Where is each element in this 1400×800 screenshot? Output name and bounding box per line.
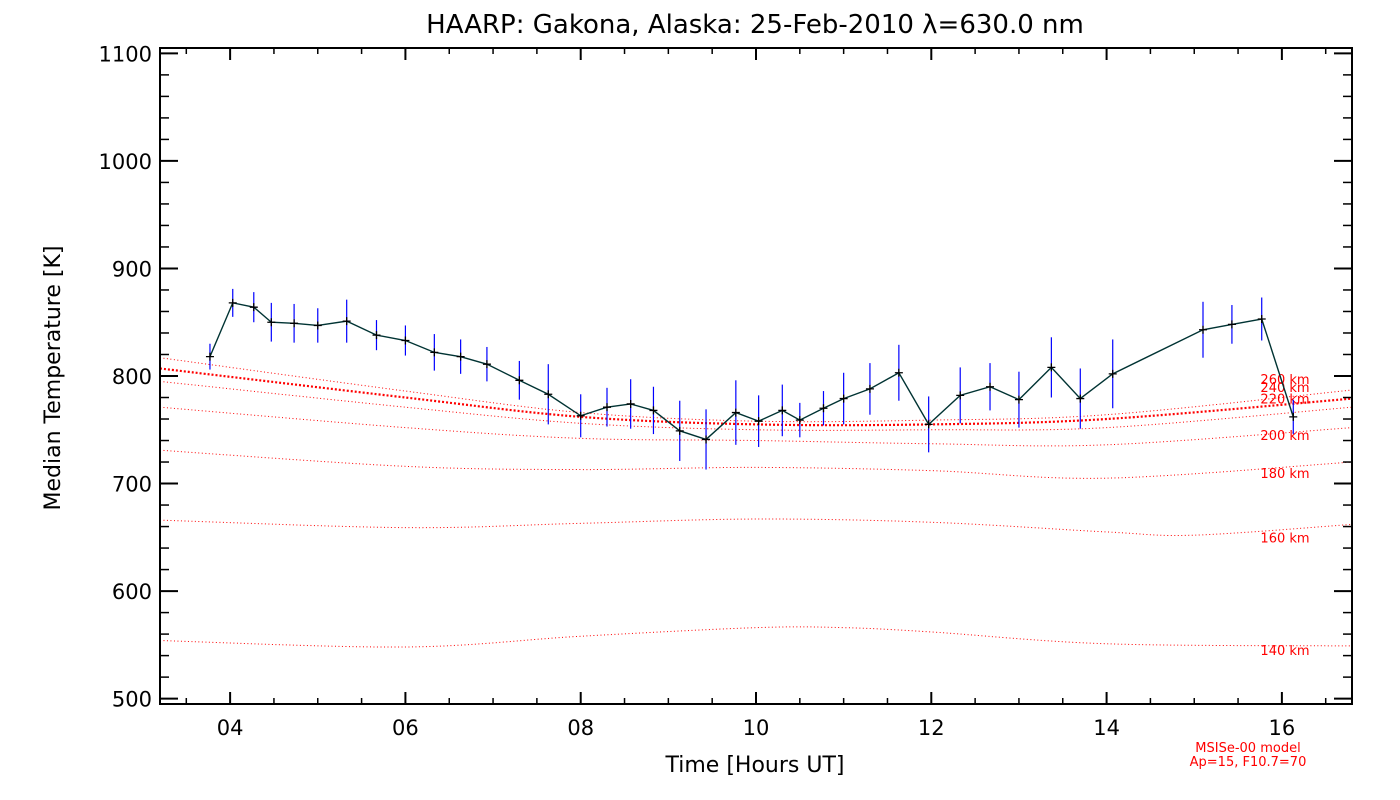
data-point xyxy=(456,352,465,361)
model-label-160-km: 160 km xyxy=(1260,531,1309,546)
data-point xyxy=(313,321,322,330)
data-point xyxy=(515,376,524,385)
data-point xyxy=(819,404,828,413)
data-point xyxy=(372,331,381,340)
model-label-260-km: 260 km xyxy=(1260,373,1309,388)
data-point xyxy=(778,406,787,415)
x-tick-label: 06 xyxy=(392,716,419,740)
data-point xyxy=(249,303,258,312)
data-point xyxy=(430,348,439,357)
x-tick-label: 16 xyxy=(1269,716,1296,740)
data-point xyxy=(894,368,903,377)
chart-title: HAARP: Gakona, Alaska: 25-Feb-2010 λ=630… xyxy=(426,10,1084,40)
x-tick-label: 04 xyxy=(217,716,244,740)
data-point xyxy=(754,417,763,426)
model-line-160-km xyxy=(159,518,1353,537)
x-tick-label: 08 xyxy=(567,716,594,740)
data-point xyxy=(839,394,848,403)
model-label-140-km: 140 km xyxy=(1260,644,1309,659)
data-point xyxy=(1227,320,1236,329)
data-point xyxy=(290,319,299,328)
data-point xyxy=(228,298,237,307)
data-point xyxy=(1047,363,1056,372)
data-point xyxy=(924,420,933,429)
model-label-200-km: 200 km xyxy=(1260,429,1309,444)
data-point xyxy=(865,384,874,393)
data-point xyxy=(649,406,658,415)
model-lines xyxy=(159,357,1353,648)
y-tick-label: 1000 xyxy=(99,150,152,174)
y-tick-label: 900 xyxy=(112,257,152,281)
data-point xyxy=(1108,369,1117,378)
model-label-240-km: 240 km xyxy=(1260,381,1309,396)
model-line-140-km xyxy=(159,626,1353,648)
x-tick-label: 14 xyxy=(1093,716,1120,740)
data-point xyxy=(482,360,491,369)
y-tick-label: 700 xyxy=(112,473,152,497)
data-point xyxy=(1014,395,1023,404)
y-tick-label: 1100 xyxy=(99,42,152,66)
data-point xyxy=(956,391,965,400)
data-point xyxy=(1289,412,1298,421)
data-point xyxy=(626,399,635,408)
y-tick-label: 600 xyxy=(112,580,152,604)
y-axis-label: Median Temperature [K] xyxy=(41,246,66,511)
data-point xyxy=(675,426,684,435)
x-tick-label: 10 xyxy=(743,716,770,740)
data-point xyxy=(342,317,351,326)
y-axis-ticks: 500 600 700 800 900 1000 1100 xyxy=(99,42,1352,712)
data-point xyxy=(544,390,553,399)
x-axis-ticks: 04 06 08 10 12 14 16 xyxy=(185,48,1327,740)
x-axis-label: Time [Hours UT] xyxy=(665,753,845,778)
data-point xyxy=(401,336,410,345)
data-point xyxy=(986,382,995,391)
model-footnote: MSISe-00 model xyxy=(1195,741,1300,756)
data-point xyxy=(731,408,740,417)
model-line-240-km xyxy=(159,367,1353,427)
data-point xyxy=(205,352,214,361)
data-point xyxy=(267,318,276,327)
model-label-180-km: 180 km xyxy=(1260,467,1309,482)
y-tick-label: 800 xyxy=(112,365,152,389)
data-point xyxy=(1076,394,1085,403)
model-line-180-km xyxy=(159,449,1353,479)
model-line-260-km xyxy=(159,357,1353,423)
model-line-220-km xyxy=(159,380,1353,431)
measurement-line xyxy=(209,302,1294,441)
data-point xyxy=(576,411,585,420)
data-point xyxy=(1257,315,1266,324)
plot-frame xyxy=(159,47,1353,705)
data-point xyxy=(1199,325,1207,334)
model-label-220-km: 220 km xyxy=(1260,393,1309,408)
model-parameters-footnote: Ap=15, F10.7=70 xyxy=(1190,755,1307,770)
measurement-markers xyxy=(205,298,1298,444)
data-point xyxy=(702,435,711,444)
y-tick-label: 500 xyxy=(112,688,152,712)
data-point xyxy=(603,403,611,412)
error-bars xyxy=(209,288,1294,470)
data-point xyxy=(795,416,804,425)
x-tick-label: 12 xyxy=(918,716,945,740)
model-line-200-km xyxy=(159,406,1353,447)
